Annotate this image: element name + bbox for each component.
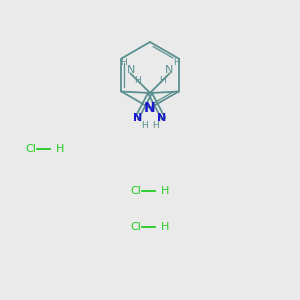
- Text: Cl: Cl: [26, 143, 36, 154]
- Text: Cl: Cl: [130, 185, 141, 196]
- Text: H: H: [152, 121, 159, 130]
- Text: N: N: [126, 65, 135, 75]
- Text: H: H: [159, 76, 166, 85]
- Text: N: N: [157, 112, 167, 123]
- Text: H: H: [161, 185, 170, 196]
- Text: H: H: [141, 121, 148, 130]
- Text: H: H: [173, 58, 180, 67]
- Text: H: H: [56, 143, 64, 154]
- Text: N: N: [144, 101, 156, 115]
- Text: Cl: Cl: [130, 221, 141, 232]
- Text: H: H: [120, 58, 127, 67]
- Text: N: N: [134, 112, 143, 123]
- Text: N: N: [165, 65, 174, 75]
- Text: H: H: [161, 221, 170, 232]
- Text: H: H: [134, 76, 141, 85]
